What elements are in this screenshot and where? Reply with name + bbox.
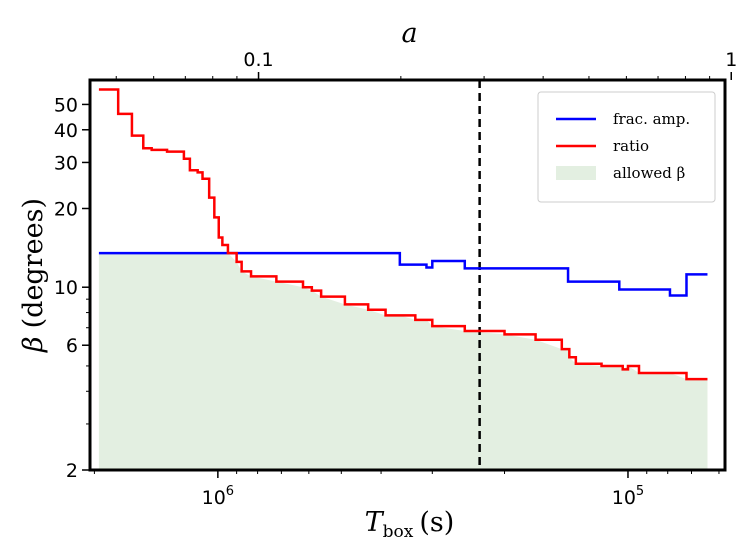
top-x-tick-label: 1: [725, 49, 737, 71]
y-tick-label: 30: [54, 152, 78, 174]
x-axis-title: Tbox (s): [365, 507, 455, 542]
plot-layer: [98, 80, 708, 470]
top-x-tick-label: 0.1: [243, 49, 273, 71]
legend-label-frac-amp: frac. amp.: [613, 110, 690, 128]
x-axis-title-unit: (s): [419, 507, 454, 538]
y-axis-title: β (degrees): [18, 198, 49, 353]
frac-amp-series-line: [98, 251, 708, 297]
y-tick-label: 50: [54, 94, 78, 116]
y-tick-label: 20: [54, 198, 78, 220]
y-tick-label: 40: [54, 120, 78, 142]
x-axis-title-symbol: T: [365, 507, 385, 538]
y-tick-label: 6: [66, 335, 78, 357]
x-axis-title-subscript: box: [383, 522, 414, 542]
top-axis-title: a: [401, 18, 417, 49]
allowed-beta-region: [98, 253, 708, 470]
x-tick-label: 105: [612, 484, 644, 509]
legend-label-allowed-beta: allowed β: [613, 164, 685, 182]
legend: frac. amp. ratio allowed β: [537, 91, 716, 203]
x-tick-label: 106: [202, 484, 234, 509]
y-axis-title-unit: (degrees): [18, 198, 49, 328]
plot-frame: [88, 78, 727, 472]
ticks-layer: 2 6 10 20 30 40 50 106 105 0.1 1: [54, 49, 737, 509]
y-axis-title-symbol: β: [18, 336, 49, 353]
y-tick-label: 10: [54, 277, 78, 299]
y-tick-label: 2: [66, 460, 78, 482]
ratio-series-line: [98, 88, 708, 381]
legend-label-ratio: ratio: [613, 137, 649, 155]
legend-swatch-allowed-beta: [556, 166, 596, 180]
